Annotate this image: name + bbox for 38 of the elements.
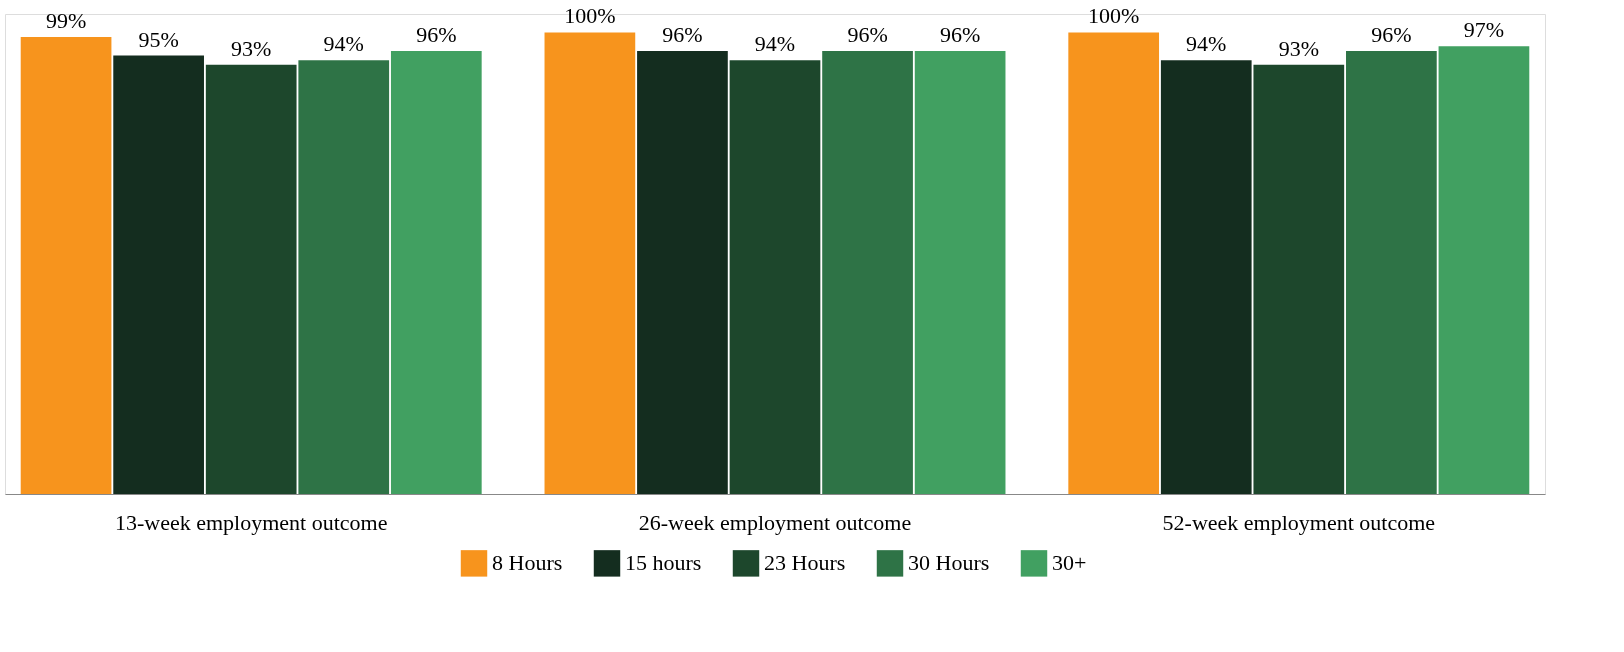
data-label: 95% bbox=[138, 26, 179, 52]
data-label: 99% bbox=[45, 8, 87, 34]
bar bbox=[1253, 64, 1345, 494]
bar bbox=[729, 60, 821, 494]
data-label: 96% bbox=[1371, 21, 1412, 47]
bar bbox=[1438, 46, 1530, 494]
legend-label: 30+ bbox=[1052, 550, 1087, 576]
legend-label: 8 Hours bbox=[492, 550, 563, 576]
data-label: 94% bbox=[754, 31, 796, 57]
bar bbox=[298, 60, 390, 494]
data-label: 96% bbox=[416, 21, 457, 47]
data-label: 96% bbox=[662, 21, 703, 47]
bar bbox=[544, 32, 636, 494]
legend-label: 30 Hours bbox=[908, 550, 990, 576]
bar bbox=[1160, 60, 1252, 494]
data-label: 93% bbox=[1278, 35, 1319, 61]
x-tick-label: 13-week employment outcome bbox=[114, 509, 388, 535]
legend-label: 15 hours bbox=[625, 550, 702, 576]
legend-label: 23 Hours bbox=[764, 550, 846, 576]
bar bbox=[822, 50, 913, 494]
bar bbox=[205, 64, 297, 494]
bar bbox=[390, 50, 482, 494]
data-label: 100% bbox=[1088, 3, 1140, 29]
bar bbox=[1068, 32, 1160, 494]
data-label: 94% bbox=[1186, 31, 1227, 57]
bar bbox=[1346, 50, 1437, 494]
data-label: 94% bbox=[323, 31, 364, 57]
data-label: 93% bbox=[231, 35, 272, 61]
x-tick-label: 52-week employment outcome bbox=[1162, 509, 1436, 535]
data-label: 100% bbox=[564, 3, 616, 29]
data-label: 97% bbox=[1463, 17, 1505, 43]
x-tick-label: 26-week employment outcome bbox=[638, 509, 912, 535]
data-label: 96% bbox=[847, 21, 888, 47]
data-label: 96% bbox=[939, 21, 981, 47]
bar bbox=[914, 50, 1006, 494]
bar bbox=[20, 37, 112, 494]
bar bbox=[637, 50, 728, 494]
bar bbox=[113, 55, 204, 494]
